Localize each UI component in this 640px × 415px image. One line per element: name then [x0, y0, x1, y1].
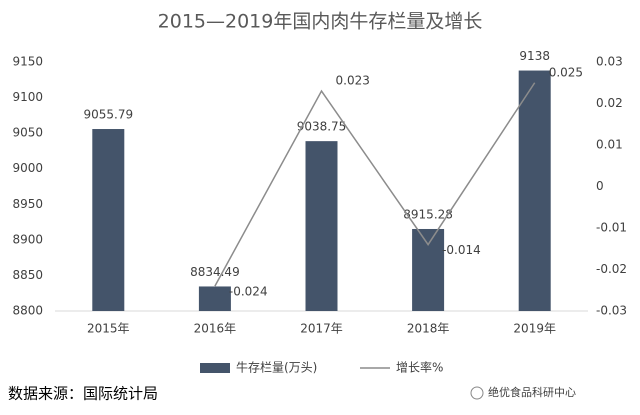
- x-tick-label: 2017年: [300, 322, 343, 336]
- bar-value-label: 8915.28: [403, 207, 453, 221]
- y2-tick-label: -0.01: [596, 221, 627, 235]
- y-tick-label: 9050: [12, 126, 43, 140]
- brand-icon: [470, 386, 484, 400]
- y-tick-label: 8850: [12, 268, 43, 282]
- bar-value-label: 9138: [519, 49, 550, 63]
- bar-value-label: 8834.49: [190, 265, 240, 279]
- y2-tick-label: 0.01: [596, 138, 623, 152]
- x-tick-label: 2019年: [513, 322, 556, 336]
- source: 数据来源：国际统计局: [8, 385, 158, 403]
- y2-tick-label: 0.02: [596, 96, 623, 110]
- line-value-label: 0.025: [549, 65, 583, 79]
- x-tick-label: 2016年: [194, 322, 237, 336]
- y2-tick-label: -0.03: [596, 304, 627, 318]
- y-tick-label: 9150: [12, 55, 43, 69]
- y2-tick-label: 0.03: [596, 55, 623, 69]
- line-value-label: 0.023: [336, 74, 370, 88]
- brand: 绝优食品科研中心: [488, 385, 576, 399]
- y2-tick-label: 0: [596, 179, 604, 193]
- y-tick-label: 8950: [12, 197, 43, 211]
- line-value-label: -0.024: [229, 285, 268, 299]
- line: [214, 82, 536, 287]
- bar: [412, 228, 445, 311]
- line-value-label: -0.014: [442, 243, 481, 257]
- y-tick-label: 8900: [12, 232, 43, 246]
- bar-value-label: 9055.79: [83, 108, 133, 122]
- legend-swatch: [200, 363, 230, 373]
- y-tick-label: 8800: [12, 304, 43, 318]
- bar: [92, 129, 125, 311]
- bar: [305, 141, 338, 311]
- y-tick-label: 9100: [12, 90, 43, 104]
- bar: [198, 286, 231, 311]
- legend-label: 牛存栏量(万头): [236, 360, 317, 375]
- x-tick-label: 2015年: [87, 322, 130, 336]
- bar: [518, 70, 551, 311]
- x-tick-label: 2018年: [407, 322, 450, 336]
- chart-title: 2015—2019年国内肉牛存栏量及增长: [158, 11, 483, 33]
- y2-tick-label: -0.02: [596, 262, 627, 276]
- bar-value-label: 9038.75: [297, 120, 347, 134]
- y-tick-label: 9000: [12, 161, 43, 175]
- legend-label: 增长率%: [396, 360, 443, 375]
